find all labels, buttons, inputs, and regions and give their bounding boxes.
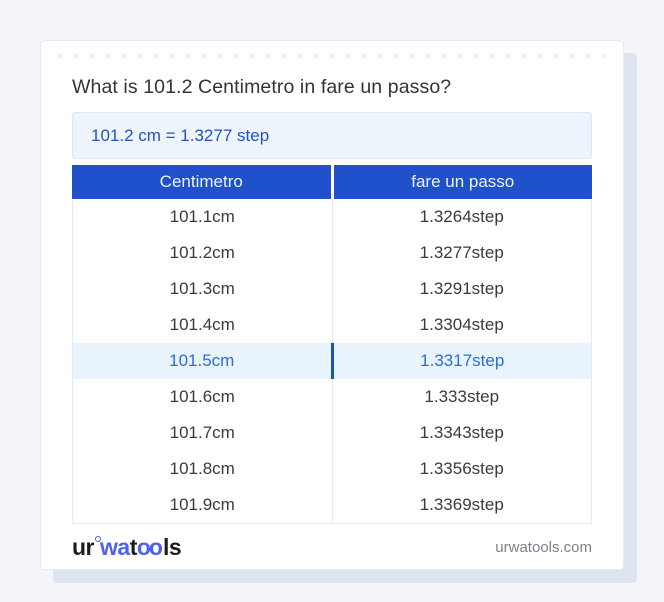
footer-domain-text: urwatools.com <box>495 539 592 556</box>
table-header-row: Centimetro fare un passo <box>72 165 592 199</box>
logo-text-ur: ur <box>72 534 95 560</box>
decorative-dashed-line <box>58 54 606 58</box>
table-row[interactable]: 101.8cm 1.3356step <box>73 451 591 487</box>
column-header-centimetro: Centimetro <box>72 165 334 199</box>
conversion-table: Centimetro fare un passo 101.1cm 1.3264st… <box>72 165 592 524</box>
cell-step: 1.3369step <box>419 495 504 514</box>
logo-text-ls: ls <box>162 534 182 560</box>
cell-step: 1.3356step <box>419 459 504 478</box>
table-row[interactable]: 101.4cm 1.3304step <box>73 307 591 343</box>
cell-step: 1.333step <box>424 387 500 406</box>
cell-centimetro: 101.8cm <box>73 451 333 487</box>
cell-step: 1.3291step <box>419 279 504 298</box>
table-row[interactable]: 101.7cm 1.3343step <box>73 415 591 451</box>
urwatools-logo[interactable]: ur watools <box>72 534 182 561</box>
conversion-result-text: 101.2 cm = 1.3277 step <box>91 126 270 145</box>
table-row[interactable]: 101.3cm 1.3291step <box>73 271 591 307</box>
cell-centimetro: 101.5cm <box>73 343 334 379</box>
table-row[interactable]: 101.2cm 1.3277step <box>73 235 591 271</box>
cell-centimetro: 101.3cm <box>73 271 333 307</box>
cell-step: 1.3304step <box>419 315 504 334</box>
table-body: 101.1cm 1.3264step 101.2cm 1.3277step 101.3c… <box>72 199 592 524</box>
cell-centimetro: 101.2cm <box>73 235 333 271</box>
table-row[interactable]: 101.1cm 1.3264step <box>73 199 591 235</box>
footer: ur watools urwatools.com <box>72 524 592 571</box>
logo-text-oo: oo <box>136 534 163 560</box>
cell-step: 1.3264step <box>419 207 504 226</box>
cell-step: 1.3277step <box>419 243 504 262</box>
cell-centimetro: 101.6cm <box>73 379 333 415</box>
cell-centimetro: 101.1cm <box>73 199 333 235</box>
cell-centimetro: 101.7cm <box>73 415 333 451</box>
cell-centimetro: 101.9cm <box>73 487 333 523</box>
table-row[interactable]: 101.9cm 1.3369step <box>73 487 591 523</box>
cell-step: 1.3343step <box>419 423 504 442</box>
table-row[interactable]: 101.6cm 1.333step <box>73 379 591 415</box>
cell-centimetro: 101.4cm <box>73 307 333 343</box>
table-row[interactable]: 101.5cm 1.3317step <box>73 343 591 379</box>
conversion-result-box: 101.2 cm = 1.3277 step <box>72 112 592 159</box>
converter-card: What is 101.2 Centimetro in fare un pass… <box>40 40 624 570</box>
logo-ring-icon <box>95 536 101 542</box>
column-header-fare-un-passo: fare un passo <box>411 172 515 191</box>
logo-text-wa: wa <box>100 534 130 560</box>
cell-step: 1.3317step <box>420 351 505 370</box>
logo-text-t: t <box>129 534 138 560</box>
page-title: What is 101.2 Centimetro in fare un pass… <box>72 76 452 98</box>
